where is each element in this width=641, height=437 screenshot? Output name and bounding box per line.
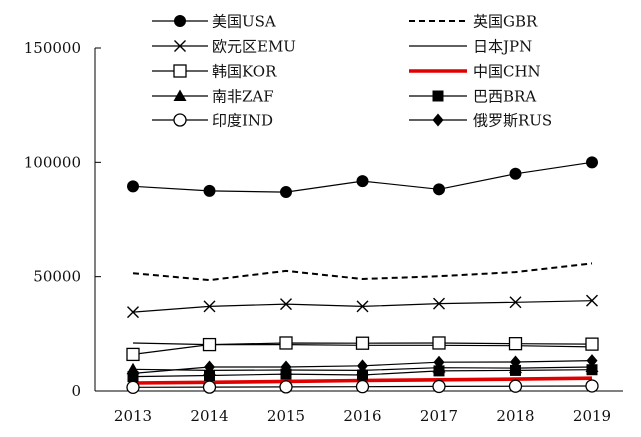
data-point-ind bbox=[585, 379, 599, 393]
legend-label-jpn: 日本JPN bbox=[473, 38, 532, 56]
y-tick-label: 100000 bbox=[24, 153, 81, 171]
data-point-bra bbox=[280, 368, 292, 380]
data-point-rus bbox=[204, 360, 215, 374]
data-point-ind bbox=[279, 380, 293, 394]
legend-item-jpn: 日本JPN bbox=[409, 38, 532, 56]
data-point-bra bbox=[357, 369, 368, 381]
legend-label-kor: 韩国KOR bbox=[212, 63, 277, 81]
data-point-bra bbox=[433, 365, 445, 377]
data-point-usa bbox=[509, 167, 522, 180]
y-tick-label: 150000 bbox=[24, 39, 81, 57]
data-point-bra bbox=[586, 364, 598, 376]
legend-label-ind: 印度IND bbox=[212, 112, 273, 130]
series-rus bbox=[127, 354, 598, 380]
series-group bbox=[126, 156, 599, 394]
legend-item-bra: 巴西BRA bbox=[409, 88, 536, 106]
series-usa bbox=[127, 156, 598, 199]
series-line-gbr bbox=[132, 262, 593, 282]
legend-label-usa: 美国USA bbox=[212, 13, 276, 31]
legend-item-zaf: 南非ZAF bbox=[152, 88, 274, 106]
data-point-ind bbox=[355, 380, 370, 394]
data-point-rus bbox=[586, 354, 598, 368]
legend-marker-emu bbox=[174, 40, 186, 52]
data-point-emu bbox=[280, 298, 292, 311]
ticks: 0 50000 100000 150000 2013 2014 2015 2016 2017 20… bbox=[24, 39, 611, 425]
data-point-rus bbox=[280, 360, 292, 374]
data-point-rus bbox=[510, 355, 521, 369]
data-point-emu bbox=[433, 297, 445, 310]
data-point-rus bbox=[433, 355, 445, 369]
legend-marker-rus bbox=[432, 113, 444, 127]
x-tick-label: 2015 bbox=[267, 407, 305, 425]
data-point-kor bbox=[432, 336, 446, 350]
data-point-usa bbox=[203, 184, 216, 197]
data-point-emu bbox=[203, 300, 216, 313]
legend-label-rus: 俄罗斯RUS bbox=[473, 112, 552, 130]
series-gbr bbox=[132, 262, 593, 282]
legend-label-zaf: 南非ZAF bbox=[212, 88, 274, 106]
x-tick-label: 2017 bbox=[420, 407, 458, 425]
series-ind bbox=[126, 379, 599, 394]
legend-item-chn: 中国CHN bbox=[409, 63, 541, 81]
x-tick-label: 2014 bbox=[190, 407, 228, 425]
legend-label-gbr: 英国GBR bbox=[473, 13, 538, 31]
legend-item-usa: 美国USA bbox=[152, 13, 276, 31]
data-point-kor bbox=[279, 336, 293, 350]
legend-label-emu: 欧元区EMU bbox=[212, 38, 296, 56]
data-point-bra bbox=[510, 364, 521, 376]
data-point-emu bbox=[509, 296, 522, 309]
data-point-ind bbox=[126, 380, 140, 394]
data-point-kor bbox=[508, 337, 523, 351]
legend-marker-usa bbox=[174, 15, 186, 27]
legend: 美国USA 英国GBR 欧元区EMU 日本JPN 韩国KOR 中国CHN 南非ZAF 巴西BR… bbox=[152, 13, 552, 130]
legend-marker-ind bbox=[173, 113, 187, 127]
y-tick-label: 0 bbox=[71, 382, 81, 400]
data-point-ind bbox=[432, 379, 446, 394]
data-point-ind bbox=[508, 379, 523, 393]
legend-item-rus: 俄罗斯RUS bbox=[409, 112, 552, 130]
data-point-ind bbox=[202, 380, 217, 394]
x-tick-label: 2013 bbox=[114, 407, 152, 425]
data-point-rus bbox=[127, 366, 139, 380]
legend-item-emu: 欧元区EMU bbox=[152, 38, 296, 56]
data-point-kor bbox=[585, 337, 599, 351]
data-point-usa bbox=[586, 156, 598, 169]
legend-item-gbr: 英国GBR bbox=[409, 13, 538, 31]
data-point-usa bbox=[356, 175, 369, 188]
x-tick-label: 2016 bbox=[343, 407, 381, 425]
series-kor bbox=[126, 336, 599, 362]
data-point-kor bbox=[202, 337, 217, 352]
data-point-usa bbox=[433, 183, 445, 196]
legend-marker-bra bbox=[432, 90, 444, 102]
legend-label-chn: 中国CHN bbox=[473, 63, 541, 81]
legend-item-ind: 印度IND bbox=[152, 112, 273, 130]
legend-marker-zaf bbox=[173, 89, 187, 101]
data-point-kor bbox=[126, 347, 140, 362]
data-point-emu bbox=[356, 300, 369, 313]
data-point-emu bbox=[127, 306, 139, 319]
legend-marker-kor bbox=[173, 64, 187, 78]
y-tick-label: 50000 bbox=[33, 268, 81, 286]
data-point-usa bbox=[280, 186, 292, 199]
legend-label-bra: 巴西BRA bbox=[473, 88, 536, 106]
data-point-kor bbox=[355, 336, 370, 350]
x-tick-label: 2018 bbox=[496, 407, 534, 425]
x-tick-label: 2019 bbox=[573, 407, 611, 425]
data-point-usa bbox=[127, 180, 139, 193]
series-emu bbox=[127, 294, 598, 319]
data-point-emu bbox=[586, 294, 598, 307]
data-point-bra bbox=[204, 369, 215, 381]
data-point-rus bbox=[357, 359, 368, 373]
legend-item-kor: 韩国KOR bbox=[152, 63, 277, 81]
